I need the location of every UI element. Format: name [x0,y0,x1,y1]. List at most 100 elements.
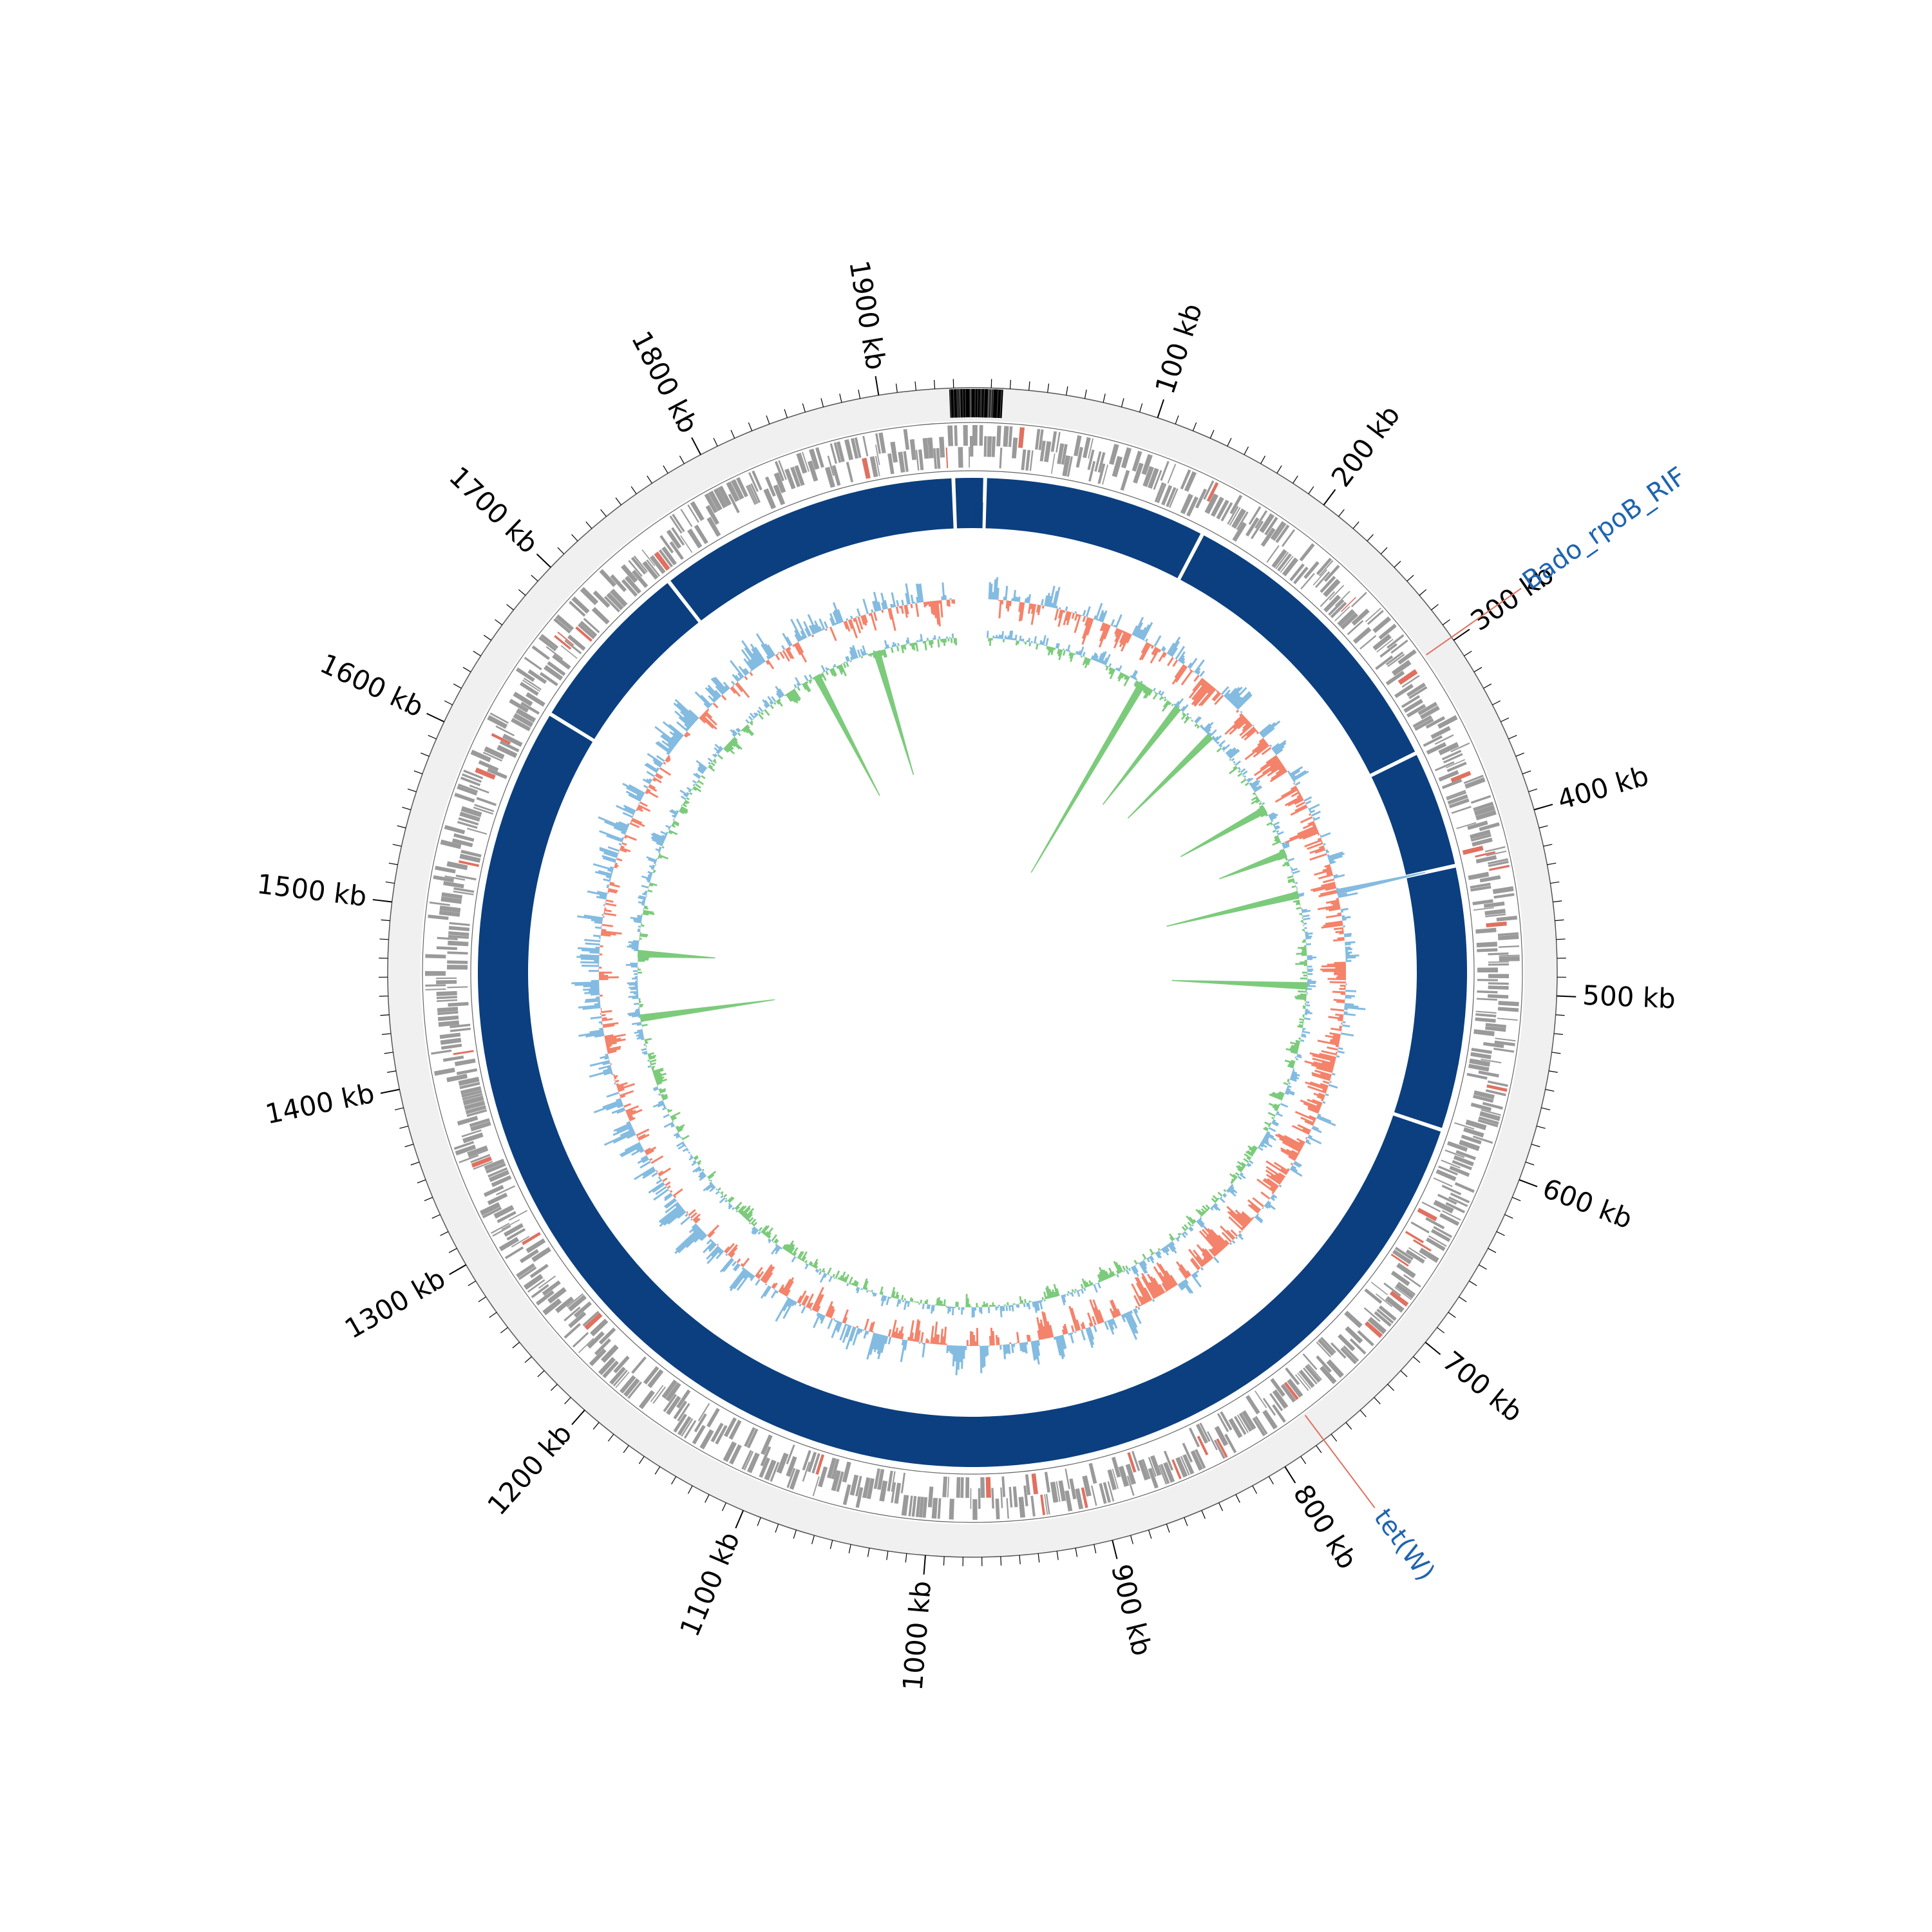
gc-content-bar [1136,629,1142,638]
gc-content-bar [1204,1248,1214,1259]
gc-content-bar [1224,1239,1230,1245]
gc-content-bar [1341,916,1351,920]
gc-skew-bar [845,656,849,662]
contig-block [985,478,1201,578]
minor-tick [421,752,430,757]
gene-feature [425,988,446,990]
gc-skew-bar [1287,864,1290,867]
gc-content-bar [1088,1322,1092,1327]
gc-content-bar [580,958,600,961]
gc-skew-bar [1245,1151,1253,1157]
gene-feature [915,1496,921,1517]
gc-content-bar [732,674,739,683]
gc-skew-bar [758,706,764,712]
gc-content-bar [862,598,869,614]
minor-tick [500,1327,508,1334]
gc-content-bar [602,1024,615,1028]
gene-feature [796,452,808,474]
gene-feature [535,1290,554,1306]
gc-skew-bar [1116,1274,1119,1278]
gc-skew-bar [638,1035,644,1038]
gc-skew-bar [1272,1106,1279,1110]
gc-content-bar [803,621,812,636]
gc-skew-bar [1186,712,1189,716]
gc-content-bar [896,600,900,607]
gene-feature [1454,1122,1475,1130]
contig-block [1180,535,1416,774]
gene-feature [1236,1414,1249,1434]
gc-skew-bar [1142,688,1151,699]
gc-skew-bar [1305,934,1309,937]
minor-tick [1442,619,1450,625]
gc-skew-bar [752,1223,755,1226]
gc-content-bar [710,1247,721,1257]
gc-content-bar [688,709,699,719]
gc-content-bar [1162,647,1166,652]
gc-skew-bar [901,1294,904,1300]
gene-feature [1184,471,1197,492]
gc-content-bar [1335,930,1344,934]
gene-feature [615,1371,630,1388]
gc-content-bar [700,1234,708,1241]
gc-content-bar [1121,1314,1126,1323]
gene-feature [1445,1202,1466,1214]
gc-content-bar [1311,1063,1334,1072]
gc-content-bar [1237,719,1249,730]
gene-feature [487,1192,508,1206]
minor-tick [1543,844,1553,847]
gc-content-bar [617,1083,636,1091]
gc-content-bar [1247,1204,1259,1214]
gc-content-bar [1034,1340,1040,1365]
gc-content-bar [736,1258,741,1264]
gc-skew-bar [697,1162,701,1166]
gc-skew-bar [775,1246,782,1255]
gc-content-bar [730,1252,735,1258]
gc-skew-bar [1195,717,1202,724]
gene-feature [1050,1481,1059,1503]
gc-content-bar [1344,1008,1349,1010]
gene-feature [1328,599,1345,616]
gene-feature [960,1477,964,1498]
gc-skew-bar [747,1218,750,1222]
gc-skew-bar [1134,681,1139,688]
gc-content-bar [1267,1178,1279,1188]
gc-content-bar [876,1334,884,1354]
gc-skew-bar [799,1258,802,1260]
gc-skew-bar [1086,1282,1090,1287]
gc-skew-bar [1242,770,1248,775]
gc-content-bar [599,847,619,855]
gc-content-bar [884,1336,889,1345]
gc-skew-bar [1276,1112,1283,1117]
gc-skew-bar [887,644,890,649]
gc-skew-bar [686,797,690,800]
gene-feature [1438,1165,1458,1176]
gc-skew-bar [1161,701,1171,712]
gc-content-bar [877,601,882,611]
gene-feature [854,437,862,459]
gc-skew-bar [1157,1250,1162,1255]
gc-skew-bar [643,911,655,916]
gene-feature [1425,716,1446,729]
gene-feature [901,1495,909,1516]
gene-feature [1385,651,1404,666]
gene-feature [433,1067,455,1076]
gc-skew-bar [660,1094,664,1097]
gc-skew-bar [654,1072,667,1079]
gene-feature [717,486,732,506]
gc-content-bar [665,1199,677,1209]
gc-skew-bar [679,808,688,815]
gc-content-bar [1312,885,1336,893]
gc-content-bar [1330,1008,1345,1012]
gc-skew-bar [1067,1291,1070,1294]
gc-content-bar [1332,1037,1340,1041]
gc-skew-bar [688,1156,694,1161]
gene-feature [458,1077,480,1086]
gene-feature [1470,1103,1492,1112]
gc-skew-bar [764,1231,769,1236]
gc-skew-bar [737,728,741,732]
gc-skew-bar [1296,1055,1302,1059]
gc-skew-bar [751,1226,755,1231]
gc-skew-bar [632,1014,641,1018]
gc-content-bar [829,627,837,641]
gene-feature [1488,982,1509,985]
